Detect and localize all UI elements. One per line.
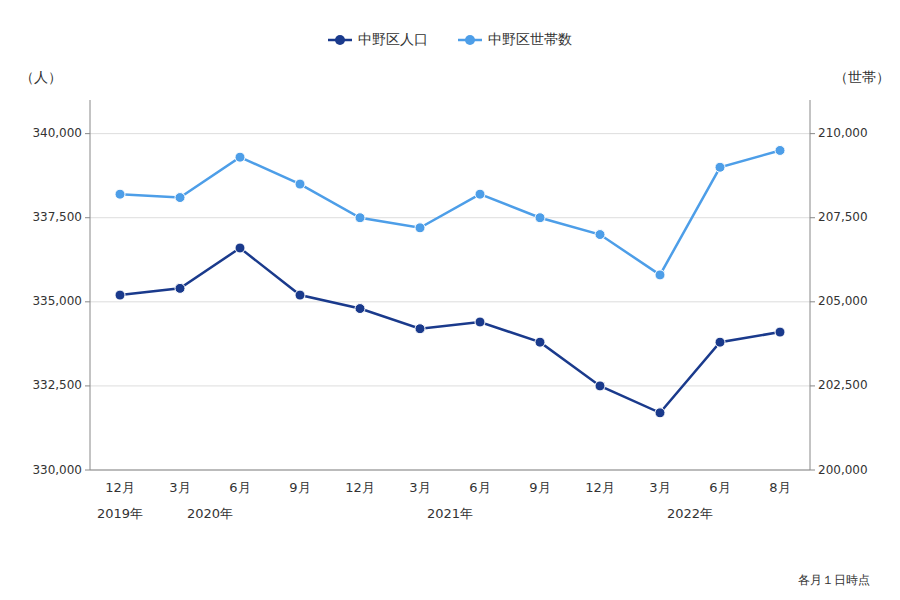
- series-marker: [415, 223, 425, 233]
- series-marker: [295, 290, 305, 300]
- legend-swatch-marker: [335, 35, 345, 45]
- y-tick-label: 335,000: [32, 294, 82, 308]
- y-tick: [85, 385, 90, 386]
- grid: 330,000 332,500 335,000 337,500 340,000 200,0…: [32, 126, 867, 476]
- series-marker: [235, 243, 245, 253]
- series-marker: [535, 337, 545, 347]
- year-label: 2020年: [187, 506, 233, 521]
- y2-tick-label: 207,500: [818, 210, 868, 224]
- legend: 中野区人口 中野区世帯数: [328, 31, 572, 47]
- series-marker: [295, 179, 305, 189]
- year-label: 2021年: [427, 506, 473, 521]
- grid-line: [90, 470, 810, 471]
- y-axis-line: [90, 100, 91, 470]
- x-tick-label: 3月: [409, 480, 430, 495]
- x-tick-label: 12月: [585, 480, 615, 495]
- series-marker: [175, 283, 185, 293]
- x-axis-line: [90, 470, 810, 471]
- year-label: 2022年: [667, 506, 713, 521]
- series-marker: [235, 152, 245, 162]
- y2-tick-label: 210,000: [818, 126, 868, 140]
- series-marker: [475, 317, 485, 327]
- y-tick-label: 337,500: [32, 210, 82, 224]
- series-marker: [115, 290, 125, 300]
- y2-axis-line: [810, 100, 811, 470]
- annotation: 各月１日時点: [798, 573, 870, 587]
- series-marker: [115, 189, 125, 199]
- y-tick-label: 332,500: [32, 378, 82, 392]
- grid-line: [90, 301, 810, 302]
- y-tick: [85, 217, 90, 218]
- x-tick-label: 6月: [469, 480, 490, 495]
- series-line: [120, 248, 780, 413]
- y2-tick-label: 205,000: [818, 294, 868, 308]
- y2-tick: [810, 385, 815, 386]
- y-tick-label: 340,000: [32, 126, 82, 140]
- x-tick-label: 3月: [169, 480, 190, 495]
- x-tick-label: 12月: [105, 480, 135, 495]
- series-marker: [715, 162, 725, 172]
- series-marker: [595, 230, 605, 240]
- grid-line: [90, 133, 810, 134]
- grid-line: [90, 217, 810, 218]
- legend-label: 中野区人口: [358, 31, 428, 47]
- plot-area: [115, 145, 785, 417]
- series-marker: [475, 189, 485, 199]
- series-line: [120, 150, 780, 274]
- y2-tick-label: 200,000: [818, 463, 868, 477]
- y2-tick-label: 202,500: [818, 378, 868, 392]
- series-marker: [715, 337, 725, 347]
- series-marker: [175, 193, 185, 203]
- x-tick-label: 6月: [229, 480, 250, 495]
- year-label: 2019年: [97, 506, 143, 521]
- series-marker: [535, 213, 545, 223]
- y2-tick: [810, 133, 815, 134]
- series-marker: [655, 270, 665, 280]
- series-marker: [775, 145, 785, 155]
- x-tick-label: 9月: [289, 480, 310, 495]
- legend-swatch-marker: [465, 35, 475, 45]
- x-tick-label: 12月: [345, 480, 375, 495]
- series-marker: [355, 304, 365, 314]
- y-tick-label: 330,000: [32, 463, 82, 477]
- series-marker: [775, 327, 785, 337]
- y-axis-title: （人）: [20, 69, 62, 85]
- x-tick-label: 6月: [709, 480, 730, 495]
- series-marker: [415, 324, 425, 334]
- grid-line: [90, 385, 810, 386]
- series-marker: [655, 408, 665, 418]
- series: [115, 145, 785, 279]
- chart-svg: 330,000 332,500 335,000 337,500 340,000 200,0…: [0, 0, 900, 600]
- y2-tick: [810, 217, 815, 218]
- y-tick: [85, 301, 90, 302]
- x-tick-label: 3月: [649, 480, 670, 495]
- x-tick-label: 8月: [769, 480, 790, 495]
- y2-tick: [810, 470, 815, 471]
- y-tick: [85, 470, 90, 471]
- series-marker: [355, 213, 365, 223]
- x-tick-label: 9月: [529, 480, 550, 495]
- y-tick: [85, 133, 90, 134]
- series: [115, 243, 785, 418]
- legend-label: 中野区世帯数: [488, 31, 572, 47]
- chart-container: 330,000 332,500 335,000 337,500 340,000 200,0…: [0, 0, 900, 600]
- y2-axis-title: （世帯）: [834, 69, 890, 85]
- series-marker: [595, 381, 605, 391]
- y2-tick: [810, 301, 815, 302]
